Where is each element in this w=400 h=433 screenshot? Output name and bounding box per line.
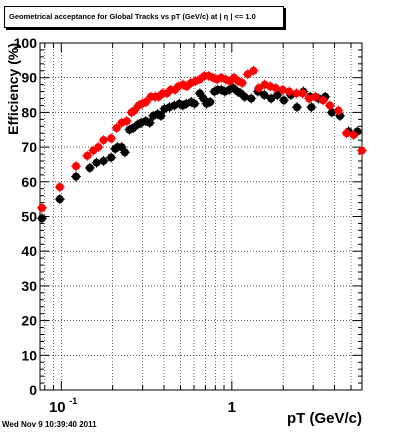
data-point xyxy=(55,183,64,192)
data-point xyxy=(83,151,92,160)
data-point xyxy=(254,84,263,93)
y-axis-title: Efficiency (%) xyxy=(5,43,21,135)
data-point xyxy=(94,143,103,152)
data-point xyxy=(122,117,131,126)
data-point xyxy=(285,87,294,96)
data-point xyxy=(271,84,280,93)
data-point xyxy=(85,163,94,172)
data-point xyxy=(156,111,165,120)
data-point xyxy=(37,203,46,212)
y-tick-label: 50 xyxy=(21,209,37,225)
timestamp: Wed Nov 9 10:39:40 2011 xyxy=(2,420,97,429)
data-point xyxy=(249,66,258,75)
y-tick-label: 70 xyxy=(21,139,37,155)
x-tick-label: 1 xyxy=(228,399,236,416)
data-point xyxy=(279,96,288,105)
data-point xyxy=(260,91,269,100)
data-point xyxy=(267,94,276,103)
data-point xyxy=(55,195,64,204)
data-point xyxy=(142,97,151,106)
data-point xyxy=(107,153,116,162)
data-point xyxy=(92,158,101,167)
series-red xyxy=(36,65,367,213)
series-black xyxy=(36,83,363,224)
y-tick-label: 20 xyxy=(21,313,37,329)
chart-title: Geometrical acceptance for Global Tracks… xyxy=(9,12,256,21)
data-point xyxy=(99,136,108,145)
data-point xyxy=(243,70,252,79)
data-point xyxy=(298,89,307,98)
y-tick-label: 100 xyxy=(14,35,38,51)
data-point xyxy=(292,103,301,112)
data-point xyxy=(311,92,320,101)
data-point xyxy=(247,94,256,103)
data-point xyxy=(319,96,328,105)
x-tick-label: 10 xyxy=(49,399,66,416)
data-point xyxy=(107,134,116,143)
y-tick-label: 10 xyxy=(21,347,37,363)
data-point xyxy=(99,156,108,165)
data-point xyxy=(145,118,154,127)
data-point xyxy=(357,146,366,155)
y-tick-label: 80 xyxy=(21,104,37,120)
y-tick-label: 60 xyxy=(21,174,37,190)
data-point xyxy=(72,162,81,171)
chart-title-box: Geometrical acceptance for Global Tracks… xyxy=(4,6,284,28)
data-point xyxy=(112,124,121,133)
data-point xyxy=(238,78,247,87)
y-tick-label: 90 xyxy=(21,70,37,86)
data-point xyxy=(342,129,351,138)
x-tick-exponent: -1 xyxy=(69,396,77,406)
x-axis-title: pT (GeV/c) xyxy=(287,410,362,427)
data-point xyxy=(325,101,334,110)
data-point xyxy=(307,103,316,112)
y-tick-label: 30 xyxy=(21,278,37,294)
data-point xyxy=(37,214,46,223)
data-point xyxy=(334,106,343,115)
data-point xyxy=(206,97,215,106)
y-tick-label: 0 xyxy=(29,382,37,398)
y-tick-label: 40 xyxy=(21,243,37,259)
data-point xyxy=(292,89,301,98)
data-point xyxy=(120,148,129,157)
data-point xyxy=(190,99,199,108)
data-points xyxy=(36,65,367,224)
data-point xyxy=(349,130,358,139)
data-point xyxy=(72,172,81,181)
